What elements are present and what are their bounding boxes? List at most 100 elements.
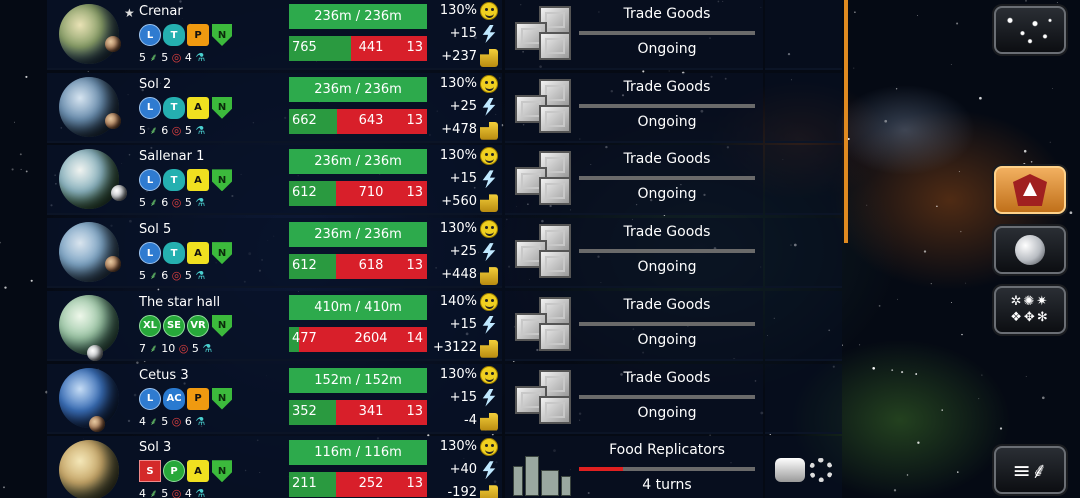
planet-row[interactable]: The star hall XL SE VR N 7 ⸙ 10 ◎ 5 ⚗ 410m / 4… <box>47 290 842 362</box>
planet-stats: 5 ⸙ 5 ◎ 4 ⚗ <box>139 50 205 65</box>
approval-value: 130% <box>439 3 477 18</box>
planet-trait-badge[interactable]: T <box>163 96 185 119</box>
planet-image[interactable] <box>59 367 119 428</box>
star-dot <box>709 434 711 436</box>
planet-image[interactable] <box>59 294 119 355</box>
star-dot <box>923 250 927 253</box>
planet-trait-badge[interactable]: L <box>139 387 161 410</box>
action-panel <box>765 145 842 216</box>
project-title: Trade Goods <box>623 224 711 241</box>
project-icon[interactable] <box>511 442 573 498</box>
planet-trait-badge[interactable]: SE <box>163 314 185 337</box>
resource-value-b: 441 <box>358 40 384 55</box>
planet-trait-badge[interactable]: AC <box>163 387 185 410</box>
star-dot <box>11 168 14 171</box>
resource-value-b: 2604 <box>354 330 388 346</box>
planet-trait-badge[interactable]: A <box>187 169 209 192</box>
planet-trait-badge[interactable]: P <box>163 460 185 483</box>
star-dot <box>866 204 868 206</box>
resource-bar: 352 341 13 <box>289 399 427 425</box>
approval-smiley-icon <box>480 292 498 311</box>
project-icon[interactable] <box>511 6 573 64</box>
planet-trait-badge[interactable]: N <box>211 315 233 337</box>
planet-image[interactable] <box>59 222 119 283</box>
planet-image[interactable] <box>59 149 119 210</box>
planet-trait-badge[interactable]: N <box>211 169 233 191</box>
planet-trait-badge[interactable]: XL <box>139 314 161 337</box>
planet-trait-badge[interactable]: A <box>187 460 209 483</box>
energy-bolt-icon <box>482 461 496 480</box>
food-stat: 4 <box>139 487 146 498</box>
gear-icon[interactable] <box>809 458 833 483</box>
science-flask-icon: ⚗ <box>195 414 206 428</box>
energy-value: +15 <box>449 389 477 405</box>
project-icon[interactable] <box>511 224 573 282</box>
planet-yields: 130% +15 -4 <box>431 364 501 434</box>
project-icon[interactable] <box>511 151 573 209</box>
star-dot <box>3 486 5 489</box>
crate-icon <box>539 322 571 351</box>
planet-trait-badge[interactable]: L <box>139 24 161 46</box>
planet-trait-badge[interactable]: T <box>163 24 185 46</box>
star-dot <box>872 366 876 370</box>
planet-trait-badge[interactable]: L <box>139 169 161 192</box>
planet-image[interactable] <box>59 4 119 64</box>
science-flask-icon: ⚗ <box>195 487 206 498</box>
star-dot <box>87 71 89 73</box>
science-flask-icon: ⚗ <box>195 269 206 283</box>
income-value: +478 <box>441 121 477 137</box>
farming-icon: ⸙ <box>149 51 158 64</box>
list-scrollbar[interactable] <box>844 0 848 243</box>
star-dot <box>847 137 850 141</box>
moon <box>105 36 121 52</box>
food-stat: 5 <box>139 196 146 210</box>
favorite-star-icon[interactable]: ★ <box>124 6 135 20</box>
science-stat: 5 <box>191 341 199 355</box>
energy-bolt-icon <box>482 170 496 189</box>
energy-value: +25 <box>449 244 477 260</box>
planets-button[interactable] <box>994 226 1066 274</box>
planet-trait-badge[interactable]: N <box>211 242 233 264</box>
planet-trait-badge[interactable]: T <box>163 169 185 192</box>
planet-trait-badge[interactable]: N <box>211 388 233 410</box>
approval-smiley-icon <box>480 438 498 457</box>
planet-list[interactable]: ★ Crenar L T P N 5 ⸙ 5 ◎ 4 ⚗ 236m / 236m 765 441 1… <box>47 0 842 498</box>
star-dot <box>841 344 844 346</box>
project-icon[interactable] <box>511 296 573 355</box>
planet-trait-badge[interactable]: N <box>211 24 233 46</box>
buy-coins-icon[interactable] <box>775 458 805 483</box>
approval-value: 140% <box>439 293 477 309</box>
planet-trait-badge[interactable]: A <box>187 242 209 265</box>
star-dot <box>941 409 943 411</box>
planet-trait-badge[interactable]: A <box>187 96 209 119</box>
planet-trait-badge[interactable]: P <box>187 387 209 410</box>
resources-button[interactable]: ≡⸙ <box>994 446 1066 494</box>
project-icon[interactable] <box>511 78 573 137</box>
planet-trait-badge[interactable]: P <box>187 24 209 46</box>
planet-trait-badge[interactable]: VR <box>187 314 209 337</box>
factory-icon <box>511 446 573 498</box>
planet-trait-badge[interactable]: L <box>139 242 161 265</box>
science-flask-icon: ⚗ <box>195 123 206 137</box>
planet-trait-badge[interactable]: T <box>163 242 185 265</box>
project-icon[interactable] <box>511 369 573 428</box>
planet-name: Sallenar 1 <box>139 149 205 165</box>
planet-image[interactable] <box>59 440 119 498</box>
planet-trait-badge[interactable]: S <box>139 460 161 483</box>
planet-trait-badge[interactable]: L <box>139 96 161 119</box>
planet-trait-badge[interactable]: N <box>211 460 233 482</box>
races-button[interactable]: ✲✺✷ ❖✥✻ <box>994 286 1066 334</box>
planet-row[interactable]: ★ Crenar L T P N 5 ⸙ 5 ◎ 4 ⚗ 236m / 236m 765 441 1… <box>47 0 842 71</box>
moon <box>87 344 103 361</box>
planet-row[interactable]: Cetus 3 L AC P N 4 ⸙ 5 ◎ 6 ⚗ 152m / 152m 352 341… <box>47 363 842 435</box>
star-dot <box>917 15 918 16</box>
empire-emblem-button[interactable] <box>994 166 1066 214</box>
population-bar: 116m / 116m <box>289 440 427 466</box>
science-flask-icon: ⚗ <box>195 196 206 210</box>
planet-trait-badge[interactable]: N <box>211 97 233 119</box>
galaxy-map-button[interactable] <box>994 6 1066 54</box>
